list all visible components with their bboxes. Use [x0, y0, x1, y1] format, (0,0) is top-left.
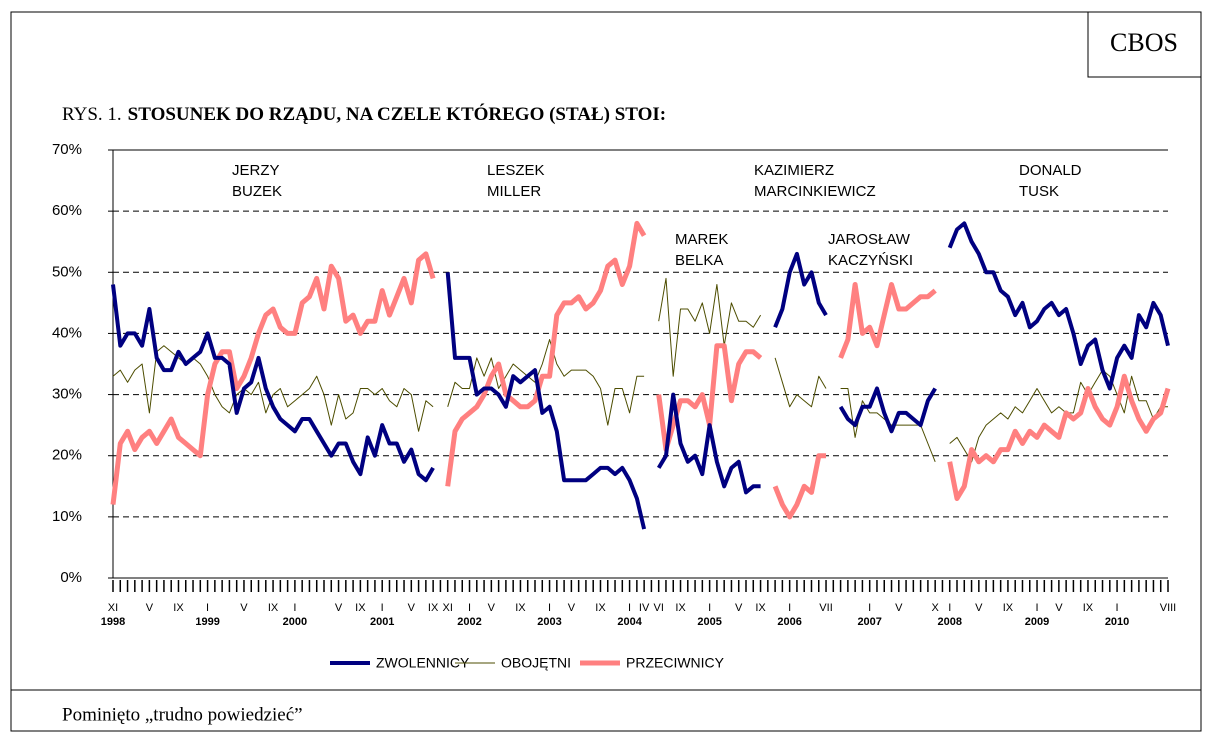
x-tick-label: V	[335, 602, 343, 614]
x-tick-label: IX	[675, 602, 686, 614]
figure-label: RYS. 1.	[62, 104, 122, 125]
x-tick-label: I	[381, 602, 384, 614]
year-label: 2007	[857, 616, 881, 628]
x-tick-label: IX	[173, 602, 184, 614]
year-label: 2008	[937, 616, 961, 628]
year-label: 2006	[777, 616, 801, 628]
x-tick-label: IX	[1083, 602, 1094, 614]
x-tick-label: I	[868, 602, 871, 614]
x-tick-label: IX	[1003, 602, 1014, 614]
x-tick-label: V	[735, 602, 743, 614]
year-label: 2009	[1025, 616, 1049, 628]
badge: CBOS	[1110, 28, 1178, 57]
year-label: 2003	[537, 616, 561, 628]
x-tick-label: IV	[639, 602, 650, 614]
annotation: KACZYŃSKI	[828, 252, 913, 269]
x-tick-label: V	[1055, 602, 1063, 614]
annotation: JERZY	[232, 162, 280, 179]
x-tick-label: I	[1036, 602, 1039, 614]
y-tick-label: 20%	[52, 447, 82, 464]
badge-box	[1087, 11, 1202, 78]
year-label: 1998	[101, 616, 125, 628]
legend-label: PRZECIWNICY	[626, 655, 725, 671]
x-tick-label: IX	[595, 602, 606, 614]
x-tick-label: IX	[755, 602, 766, 614]
title: STOSUNEK DO RZĄDU, NA CZELE KTÓREGO (STA…	[128, 103, 666, 125]
x-tick-label: I	[788, 602, 791, 614]
x-tick-label: I	[948, 602, 951, 614]
y-tick-label: 60%	[52, 202, 82, 219]
x-tick-label: V	[146, 602, 154, 614]
frame	[10, 11, 1202, 732]
annotation: MAREK	[675, 231, 728, 248]
year-label: 2002	[457, 616, 481, 628]
year-label: 2005	[697, 616, 721, 628]
x-tick-label: VII	[819, 602, 832, 614]
annotation: DONALD	[1019, 162, 1082, 179]
x-tick-label: V	[895, 602, 903, 614]
x-tick-label: VI	[653, 602, 663, 614]
annotation: BUZEK	[232, 183, 282, 200]
y-tick-label: 40%	[52, 324, 82, 341]
annotation: MILLER	[487, 183, 541, 200]
annotation: BELKA	[675, 252, 723, 269]
series-line	[110, 220, 1171, 520]
x-tick-label: XI	[442, 602, 452, 614]
x-tick-label: V	[568, 602, 576, 614]
chart-title: RYS. 1. STOSUNEK DO RZĄDU, NA CZELE KTÓRE…	[62, 103, 666, 125]
x-tick-label: IX	[515, 602, 526, 614]
annotation: LESZEK	[487, 162, 545, 179]
y-tick-label: 30%	[52, 386, 82, 403]
x-tick-label: V	[240, 602, 248, 614]
legend-label: ZWOLENNICY	[376, 655, 470, 671]
x-tick-label: IX	[268, 602, 279, 614]
annotation: MARCINKIEWICZ	[754, 183, 876, 200]
y-tick-label: 10%	[52, 508, 82, 525]
x-tick-label: I	[468, 602, 471, 614]
x-tick-label: X	[932, 602, 940, 614]
x-tick-label: VIII	[1160, 602, 1177, 614]
annotation: KAZIMIERZ	[754, 162, 834, 179]
y-tick-label: 50%	[52, 263, 82, 280]
y-tick-label: 70%	[52, 141, 82, 158]
x-tick-label: V	[488, 602, 496, 614]
x-tick-label: I	[293, 602, 296, 614]
legend-label: OBOJĘTNI	[501, 655, 571, 671]
x-tick-label: V	[975, 602, 983, 614]
series-line	[111, 221, 1170, 530]
year-label: 2001	[370, 616, 394, 628]
x-tick-label: I	[628, 602, 631, 614]
x-tick-label: IX	[355, 602, 366, 614]
year-label: 2004	[617, 616, 642, 628]
x-tick-label: I	[548, 602, 551, 614]
x-tick-label: IX	[428, 602, 439, 614]
year-label: 2000	[283, 616, 307, 628]
x-tick-label: I	[1116, 602, 1119, 614]
annotation: JAROSŁAW	[828, 231, 911, 248]
annotation: TUSK	[1019, 183, 1059, 200]
footnote: Pominięto „trudno powiedzieć”	[62, 704, 303, 725]
y-tick-label: 0%	[60, 569, 82, 586]
x-tick-label: V	[408, 602, 416, 614]
x-tick-label: I	[206, 602, 209, 614]
x-tick-label: XI	[108, 602, 118, 614]
x-tick-label: I	[708, 602, 711, 614]
series-line	[112, 277, 1168, 463]
year-label: 2010	[1105, 616, 1129, 628]
year-label: 1999	[195, 616, 219, 628]
